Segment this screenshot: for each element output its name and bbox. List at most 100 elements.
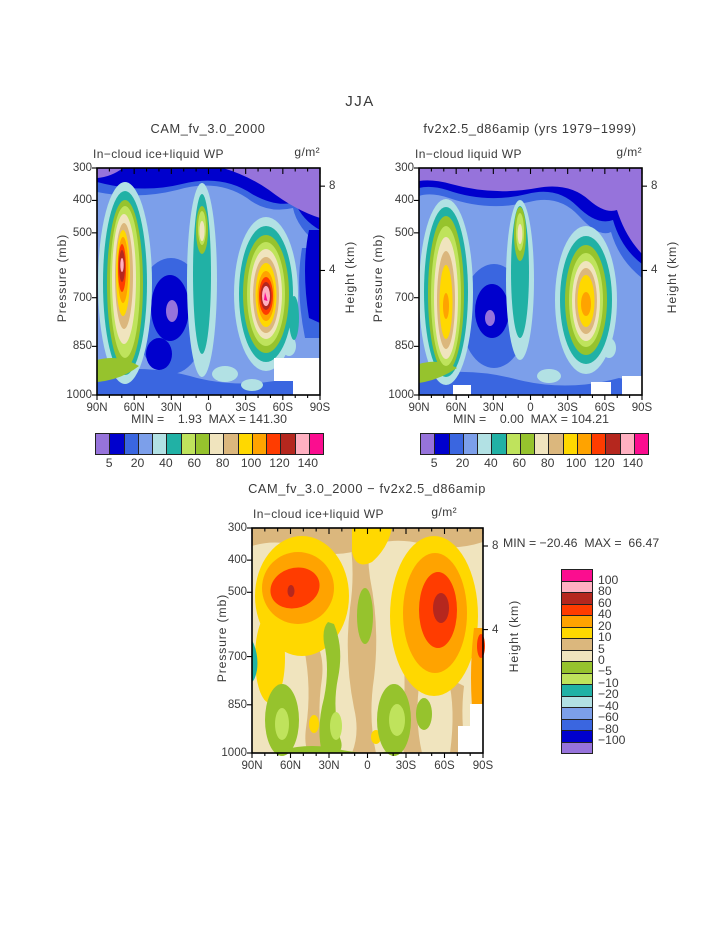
colorbar-c-tick-label: 20 [598,618,612,633]
colorbar-c-tick-label: −10 [598,675,619,690]
height-tick-label-b: 8 [651,180,658,193]
pressure-tick-label-b: 300 [394,162,414,174]
colorbar-b-tick-label: 120 [594,456,615,470]
pressure-tick-label-b: 500 [394,226,414,239]
panel-b-ticks [414,167,647,400]
panel-b-frame [418,167,643,396]
colorbar-b-tick-label: 40 [484,456,498,470]
x-tick-label-b: 30N [482,401,504,414]
x-tick-label-c: 30S [395,759,417,772]
colorbar-a-tick-label: 100 [240,456,262,470]
panel-c-field-label: In−cloud ice+liquid WP [253,507,384,521]
colorbar-a-tick-label: 80 [215,456,230,470]
pressure-tick-label-c: 850 [227,698,247,711]
x-tick-label-b: 60S [594,401,616,414]
colorbar-b-tick-label: 100 [565,456,587,470]
colorbar-c-tick-label: 40 [598,607,612,622]
x-tick-label-c: 90N [241,759,263,772]
colorbar-c-tick-label: 0 [598,653,605,667]
colorbar-c-tick-label: 60 [598,595,612,610]
colorbar-c-cell [562,696,592,708]
x-tick-label-c: 0 [364,759,371,772]
panel-b-plot [414,167,647,400]
colorbar-c-cell [562,708,592,720]
colorbar-b-cell [520,434,535,454]
pressure-tick-label-c: 300 [227,522,247,534]
x-tick-label-a: 30S [235,401,256,414]
colorbar-c-cell [562,673,592,685]
colorbar-c-cell [562,685,592,697]
panel-c-plot [247,527,488,758]
colorbar-c-tick-label: −40 [598,698,619,713]
contour-field-b [419,168,642,395]
panel-b-units-label: g/m² [616,145,642,159]
colorbar-a-cell [295,434,310,454]
x-tick-label-a: 0 [205,401,212,414]
colorbar-b-tick-label: 60 [512,456,527,470]
x-tick-label-a: 90S [309,401,331,414]
colorbar-b [420,433,649,455]
colorbar-c-tick-label: −20 [598,687,619,702]
panel-b-field-label: In−cloud liquid WP [415,147,522,161]
pressure-tick-label-b: 1000 [388,389,414,401]
colorbar-a-cell [153,434,168,454]
pressure-axis-label-c: Pressure (mb) [215,594,229,683]
colorbar-c-cell [562,719,592,731]
height-tick-label-b: 4 [651,264,658,277]
colorbar-c-tick-label: −80 [598,721,619,736]
colorbar-a-cell [267,434,282,454]
colorbar-c-cell [562,581,592,593]
colorbar-b-cell [506,434,521,454]
colorbar-a-cell [124,434,139,454]
height-tick-label-c: 4 [492,623,499,636]
colorbar-c-tick-label: −100 [598,733,626,748]
pressure-tick-label-a: 700 [72,291,92,304]
colorbar-a-cell [181,434,196,454]
colorbar-a-cell [309,434,323,454]
panel-c-units-label: g/m² [431,505,457,519]
pressure-tick-label-a: 500 [72,226,92,239]
pressure-tick-label-a: 300 [72,162,92,174]
colorbar-a-cell [110,434,125,454]
colorbar-a-tick-label: 20 [130,456,145,470]
colorbar-b-cell [563,434,578,454]
colorbar-b-cell [478,434,493,454]
height-tick-label-c: 8 [492,540,499,552]
colorbar-c-cell [562,731,592,743]
x-tick-label-c: 90S [472,759,494,772]
panel-b-title: fv2x2.5_d86amip (yrs 1979−1999) [423,121,637,136]
panel-c-title: CAM_fv_3.0_2000 − fv2x2.5_d86amip [248,481,486,496]
colorbar-c-cell [562,604,592,616]
colorbar-b-cell [492,434,507,454]
pressure-tick-label-c: 400 [227,554,247,567]
colorbar-a [95,433,324,455]
contour-field-c [252,528,485,756]
colorbar-b-cell [592,434,607,454]
height-tick-label-a: 8 [329,180,336,193]
x-tick-label-b: 90S [631,401,653,414]
colorbar-b-tick-label: 5 [430,456,438,470]
x-tick-label-b: 30S [557,401,578,414]
pressure-tick-label-b: 700 [394,291,414,304]
colorbar-c-tick-label: −60 [598,710,619,725]
x-tick-label-a: 60N [123,401,145,414]
x-tick-label-b: 60N [445,401,467,414]
panel-b-stats: MIN = 0.00 MAX = 104.21 [453,412,609,426]
x-tick-label-a: 90N [86,401,108,414]
colorbar-b-cell [535,434,550,454]
x-tick-label-a: 30N [160,401,182,414]
colorbar-a-tick-label: 140 [297,456,318,470]
panel-a-units-label: g/m² [294,145,320,159]
colorbar-a-tick-label: 120 [269,456,290,470]
colorbar-c-cell [562,650,592,662]
colorbar-b-cell [549,434,564,454]
colorbar-c-cell [562,627,592,639]
pressure-tick-label-a: 1000 [66,389,92,401]
panel-a-title: CAM_fv_3.0_2000 [150,121,266,136]
colorbar-b-cell [449,434,464,454]
colorbar-b-cell [606,434,621,454]
colorbar-a-cell [210,434,225,454]
colorbar-c-cell [562,616,592,628]
pressure-tick-label-c: 500 [227,586,247,599]
